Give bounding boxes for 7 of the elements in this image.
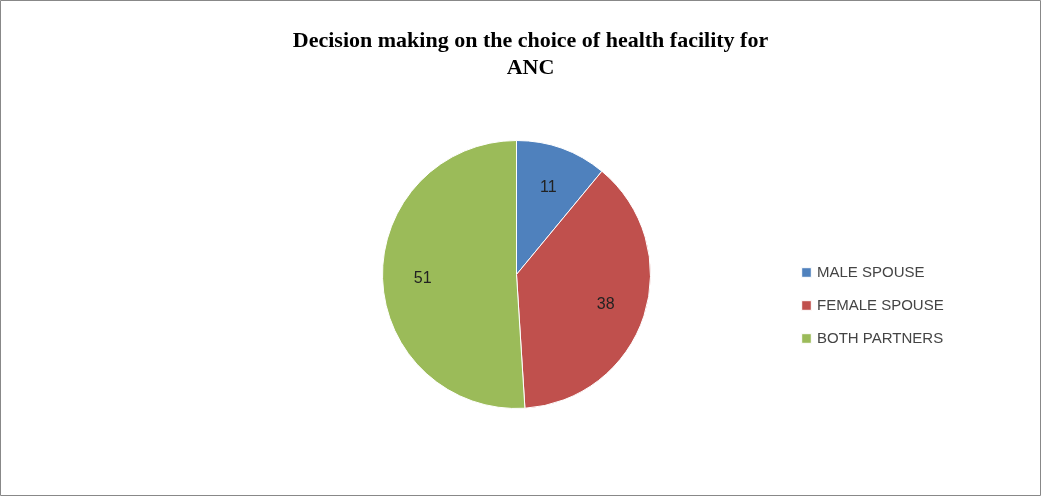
legend-label: MALE SPOUSE [817, 263, 925, 280]
chart-title: Decision making on the choice of health facility for ANC [292, 26, 769, 79]
legend-label: BOTH PARTNERS [817, 329, 944, 346]
data-label: 51 [413, 269, 432, 287]
data-label: 11 [539, 178, 557, 196]
legend-label: FEMALE SPOUSE [817, 296, 944, 313]
data-label: 38 [596, 295, 615, 313]
